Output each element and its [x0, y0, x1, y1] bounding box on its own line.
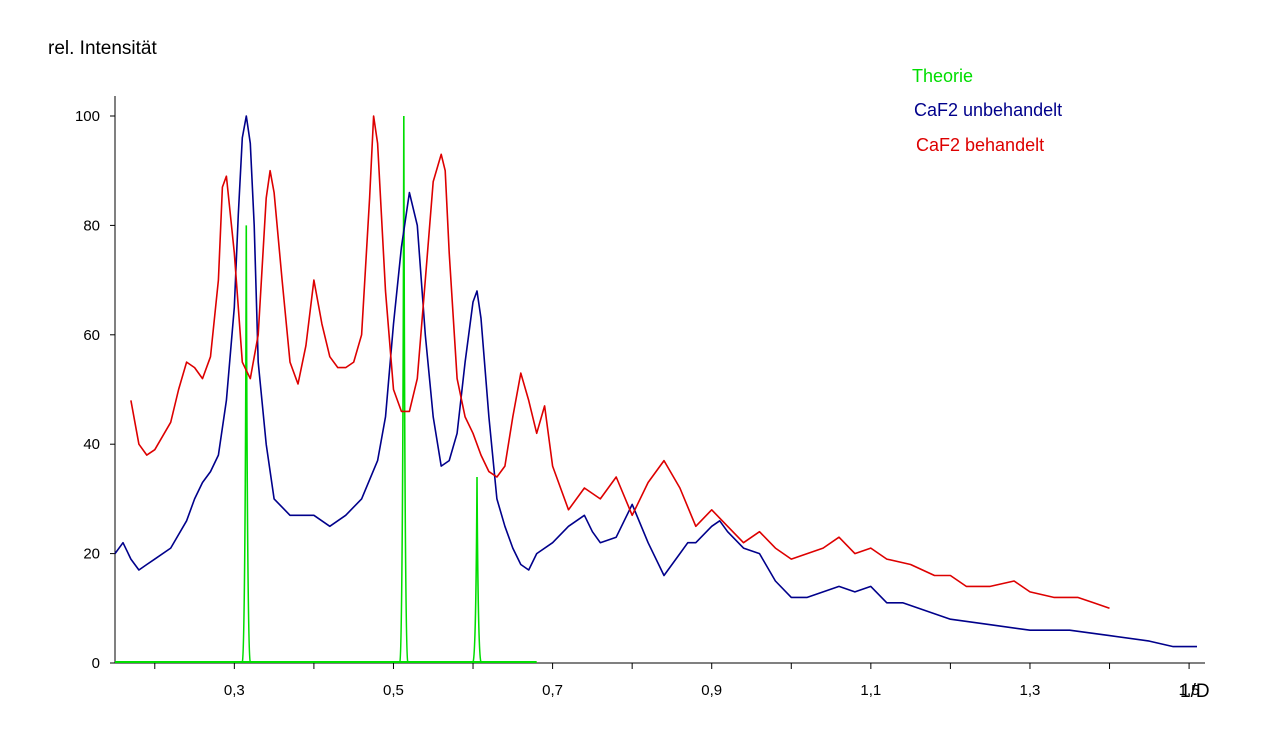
legend-label-theorie: Theorie: [912, 66, 973, 86]
series-theorie-peak-2: [472, 477, 482, 663]
x-tick-label-1-1: 1,1: [860, 682, 881, 699]
legend-label-behandelt: CaF2 behandelt: [916, 135, 1044, 155]
series-theorie-peak-0: [241, 225, 252, 663]
x-tick-label-0-7: 0,7: [542, 682, 563, 699]
y-tick-label-80: 80: [83, 217, 100, 234]
x-tick-label-0-5: 0,5: [383, 682, 404, 699]
y-tick-label-100: 100: [75, 108, 100, 125]
plot-area: 0 20 40 60 80 100 0,3 0,5 0,7 0,9 1,1 1,3 1,5: [75, 96, 1205, 699]
x-tick-label-1-5: 1,5: [1179, 682, 1200, 699]
series-caf2-unbehandelt-line: [114, 115, 1197, 648]
series-theorie-peak-1: [399, 115, 409, 663]
y-tick-label-0: 0: [92, 655, 100, 672]
x-tick-label-0-3: 0,3: [224, 682, 245, 699]
y-tick-label-20: 20: [83, 546, 100, 563]
x-tick-label-1-3: 1,3: [1020, 682, 1041, 699]
y-tick-label-60: 60: [83, 327, 100, 344]
x-tick-label-0-9: 0,9: [701, 682, 722, 699]
x-axis-title: 1/D: [1180, 681, 1210, 702]
y-tick-label-40: 40: [83, 436, 100, 453]
y-axis-title: rel. Intensität: [48, 38, 157, 59]
legend: Theorie CaF2 unbehandelt CaF2 behandelt: [912, 66, 1062, 155]
legend-label-unbehandelt: CaF2 unbehandelt: [914, 100, 1062, 120]
series-caf2-behandelt-line: [130, 115, 1110, 610]
